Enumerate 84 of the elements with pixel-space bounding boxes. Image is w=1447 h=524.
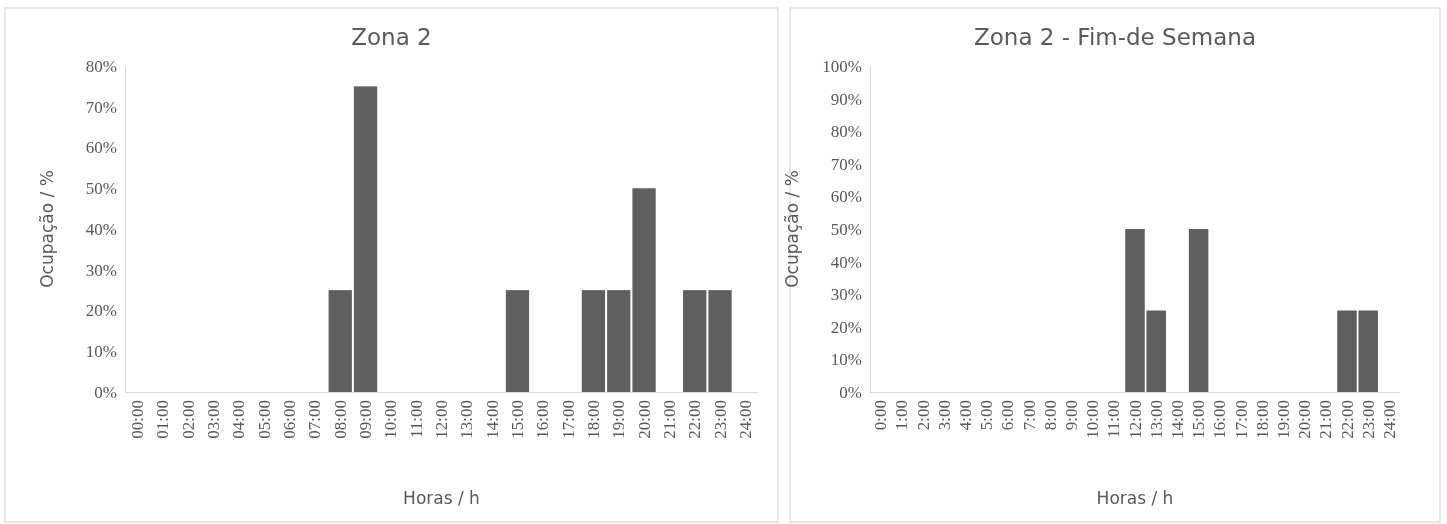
x-tick-label: 21:00	[659, 400, 679, 439]
y-tick-label: 40%	[85, 219, 117, 239]
x-tick-label: 01:00	[153, 400, 173, 439]
x-tick-label: 15:00	[1189, 400, 1209, 439]
x-tick-label: 7:00	[1019, 400, 1039, 431]
bar	[505, 290, 530, 392]
x-tick-label: 9:00	[1061, 400, 1081, 431]
bar	[607, 290, 631, 392]
x-tick-label: 07:00	[305, 400, 325, 439]
x-tick-label: 21:00	[1316, 400, 1336, 439]
y-tick-label: 0%	[839, 382, 862, 402]
y-tick-label: 0%	[94, 382, 117, 402]
x-tick-label: 24:00	[735, 400, 755, 439]
x-tick-label: 14:00	[482, 400, 502, 439]
x-tick-label: 04:00	[229, 400, 249, 439]
y-tick-label: 80%	[85, 56, 117, 76]
x-tick-label: 6:00	[998, 400, 1018, 431]
y-tick-label: 30%	[85, 260, 117, 280]
x-tick-label: 5:00	[977, 400, 997, 431]
x-tick-label: 1:00	[892, 400, 912, 431]
x-tick-label: 3:00	[934, 400, 954, 431]
x-tick-label: 10:00	[1083, 400, 1103, 439]
y-axis-title: Ocupação / %	[782, 170, 802, 288]
x-tick-label: 23:00	[1358, 400, 1378, 439]
y-tick-label: 40%	[830, 252, 862, 272]
bar	[632, 188, 656, 392]
y-tick-label: 20%	[830, 317, 862, 337]
y-tick-label: 60%	[85, 138, 117, 158]
x-tick-label: 06:00	[280, 400, 300, 439]
x-tick-label: 03:00	[204, 400, 224, 439]
x-tick-label: 00:00	[128, 400, 148, 439]
x-tick-label: 17:00	[558, 400, 578, 439]
x-tick-label: 02:00	[178, 400, 198, 439]
y-tick-label: 30%	[830, 285, 862, 305]
x-tick-label: 17:00	[1231, 400, 1251, 439]
y-axis-title: Ocupação / %	[37, 170, 57, 288]
x-tick-label: 08:00	[330, 400, 350, 439]
x-tick-label: 12:00	[432, 400, 451, 439]
y-tick-label: 70%	[830, 154, 862, 174]
x-tick-label: 4:00	[955, 400, 975, 431]
x-tick-label: 22:00	[685, 400, 705, 439]
x-tick-label: 16:00	[1210, 400, 1230, 439]
y-tick-label: 70%	[85, 97, 117, 117]
x-tick-label: 19:00	[1273, 400, 1293, 439]
x-tick-label: 05:00	[254, 400, 274, 439]
x-tick-label: 12:00	[1125, 400, 1145, 439]
x-tick-label: 8:00	[1040, 400, 1060, 431]
x-tick-label: 15:00	[507, 400, 527, 439]
x-tick-label: 22:00	[1337, 400, 1357, 439]
x-tick-label: 18:00	[583, 400, 603, 439]
y-tick-label: 90%	[830, 89, 862, 109]
bar	[683, 290, 707, 392]
x-axis-title: Horas / h	[1096, 488, 1174, 508]
y-tick-label: 50%	[830, 219, 862, 239]
x-tick-label: 0:00	[871, 400, 891, 431]
y-tick-label: 100%	[822, 56, 862, 76]
x-tick-label: 11:00	[406, 400, 426, 439]
chart-title: Zona 2	[351, 24, 432, 50]
x-tick-label: 11:00	[1104, 400, 1124, 439]
x-tick-label: 19:00	[609, 400, 629, 439]
x-tick-label: 18:00	[1252, 400, 1272, 439]
x-tick-label: 20:00	[1295, 400, 1315, 439]
bar	[328, 290, 352, 392]
x-axis-title: Horas / h	[403, 488, 480, 508]
y-tick-label: 10%	[85, 342, 117, 362]
x-tick-label: 23:00	[710, 400, 730, 439]
y-tick-label: 50%	[85, 179, 117, 199]
x-tick-label: 13:00	[1146, 400, 1166, 439]
x-tick-label: 10:00	[381, 400, 401, 439]
x-tick-label: 16:00	[533, 400, 553, 439]
y-tick-label: 80%	[830, 122, 862, 142]
x-tick-label: 20:00	[634, 400, 654, 439]
bar	[353, 86, 378, 392]
x-tick-label: 14:00	[1167, 400, 1187, 439]
y-tick-label: 60%	[830, 187, 862, 207]
x-tick-label: 13:00	[457, 400, 477, 439]
y-tick-label: 10%	[830, 350, 862, 370]
bar	[581, 290, 606, 392]
chart-title: Zona 2 - Fim-de Semana	[974, 24, 1256, 50]
bar	[708, 290, 732, 392]
x-tick-label: 09:00	[356, 400, 376, 439]
y-tick-label: 20%	[85, 301, 117, 321]
x-tick-label: 24:00	[1379, 400, 1399, 439]
x-tick-label: 2:00	[913, 400, 933, 431]
